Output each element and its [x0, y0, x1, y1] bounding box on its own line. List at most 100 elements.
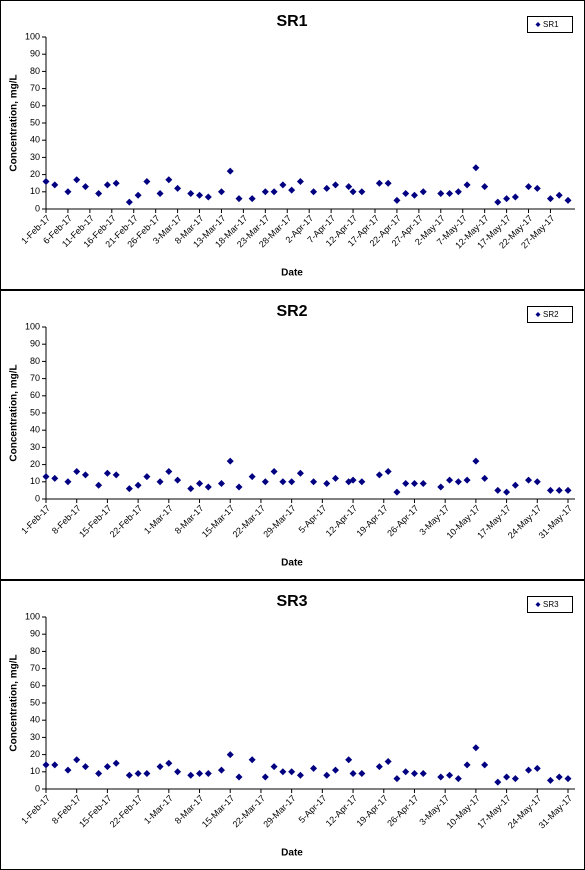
- marker: [217, 766, 225, 774]
- y-tick-label: 80: [30, 646, 40, 656]
- marker: [204, 193, 212, 201]
- marker: [42, 473, 50, 481]
- x-tick-label: 1-Feb-17: [19, 503, 52, 536]
- marker: [51, 761, 59, 769]
- marker: [402, 190, 410, 198]
- marker: [248, 756, 256, 764]
- marker: [81, 183, 89, 191]
- chart-title: SR3: [276, 593, 307, 610]
- marker: [248, 473, 256, 481]
- marker: [358, 478, 366, 486]
- marker: [525, 766, 533, 774]
- x-tick-label: 22-Feb-17: [108, 793, 144, 829]
- marker: [481, 761, 489, 769]
- marker: [310, 188, 318, 196]
- marker: [187, 771, 195, 779]
- marker: [419, 770, 427, 778]
- marker: [345, 478, 353, 486]
- marker: [384, 179, 392, 187]
- x-tick-label: 26-Apr-17: [385, 793, 420, 828]
- chart-title: SR1: [276, 13, 307, 30]
- marker: [156, 763, 164, 771]
- marker: [73, 756, 81, 764]
- marker: [375, 763, 383, 771]
- x-tick-label: 22-Feb-17: [108, 503, 144, 539]
- marker: [279, 181, 287, 189]
- y-tick-label: 20: [30, 749, 40, 759]
- legend-label: SR3: [543, 600, 559, 609]
- marker: [472, 744, 480, 752]
- marker: [226, 457, 234, 465]
- marker: [248, 195, 256, 203]
- marker: [323, 480, 331, 488]
- marker: [446, 476, 454, 484]
- marker: [42, 177, 50, 185]
- marker: [533, 184, 541, 192]
- marker: [261, 478, 269, 486]
- y-tick-label: 10: [30, 766, 40, 776]
- marker: [156, 190, 164, 198]
- marker: [349, 770, 357, 778]
- y-tick-label: 30: [30, 152, 40, 162]
- marker: [402, 480, 410, 488]
- y-tick-label: 90: [30, 629, 40, 639]
- legend-label: SR2: [543, 310, 559, 319]
- y-tick-label: 60: [30, 680, 40, 690]
- marker: [393, 196, 401, 204]
- marker: [288, 768, 296, 776]
- y-tick-label: 100: [25, 31, 40, 41]
- chart-panel: SR1 Date Concentration, mg/L 0 10 20 30 40 50 60 7…: [0, 0, 585, 290]
- marker: [332, 474, 340, 482]
- marker: [323, 184, 331, 192]
- y-tick-label: 20: [30, 169, 40, 179]
- marker: [279, 478, 287, 486]
- marker: [511, 481, 519, 489]
- marker: [419, 188, 427, 196]
- marker: [235, 195, 243, 203]
- marker: [125, 198, 133, 206]
- x-tick-label: 29-Mar-17: [261, 793, 297, 829]
- marker: [481, 183, 489, 191]
- marker: [270, 467, 278, 475]
- marker: [546, 486, 554, 494]
- x-tick-label: 12-Apr-17: [324, 793, 359, 828]
- y-axis-title: Concentration, mg/L: [9, 74, 20, 171]
- marker: [472, 164, 480, 172]
- marker: [454, 478, 462, 486]
- marker: [546, 195, 554, 203]
- chart-panel: SR3 Date Concentration, mg/L 0 10 20 30 40 50 60 7…: [0, 580, 585, 870]
- y-tick-label: 30: [30, 732, 40, 742]
- marker: [454, 775, 462, 783]
- marker: [204, 770, 212, 778]
- y-tick-label: 50: [30, 697, 40, 707]
- y-tick-label: 70: [30, 83, 40, 93]
- y-tick-label: 40: [30, 135, 40, 145]
- y-tick-label: 100: [25, 321, 40, 331]
- panel-border: [0, 580, 585, 870]
- marker: [437, 773, 445, 781]
- marker: [494, 486, 502, 494]
- marker: [143, 770, 151, 778]
- y-tick-label: 30: [30, 442, 40, 452]
- y-tick-label: 90: [30, 49, 40, 59]
- marker: [165, 467, 173, 475]
- y-tick-label: 10: [30, 476, 40, 486]
- marker: [358, 188, 366, 196]
- marker: [463, 761, 471, 769]
- marker: [349, 476, 357, 484]
- marker: [73, 467, 81, 475]
- marker: [103, 763, 111, 771]
- marker: [375, 471, 383, 479]
- y-tick-label: 0: [35, 203, 40, 213]
- marker: [73, 176, 81, 184]
- marker: [533, 478, 541, 486]
- marker: [95, 770, 103, 778]
- marker: [349, 188, 357, 196]
- legend-marker: [535, 312, 541, 317]
- marker: [51, 181, 59, 189]
- marker: [345, 183, 353, 191]
- marker: [112, 179, 120, 187]
- marker: [174, 476, 182, 484]
- x-tick-label: 1-Mar-17: [142, 793, 175, 826]
